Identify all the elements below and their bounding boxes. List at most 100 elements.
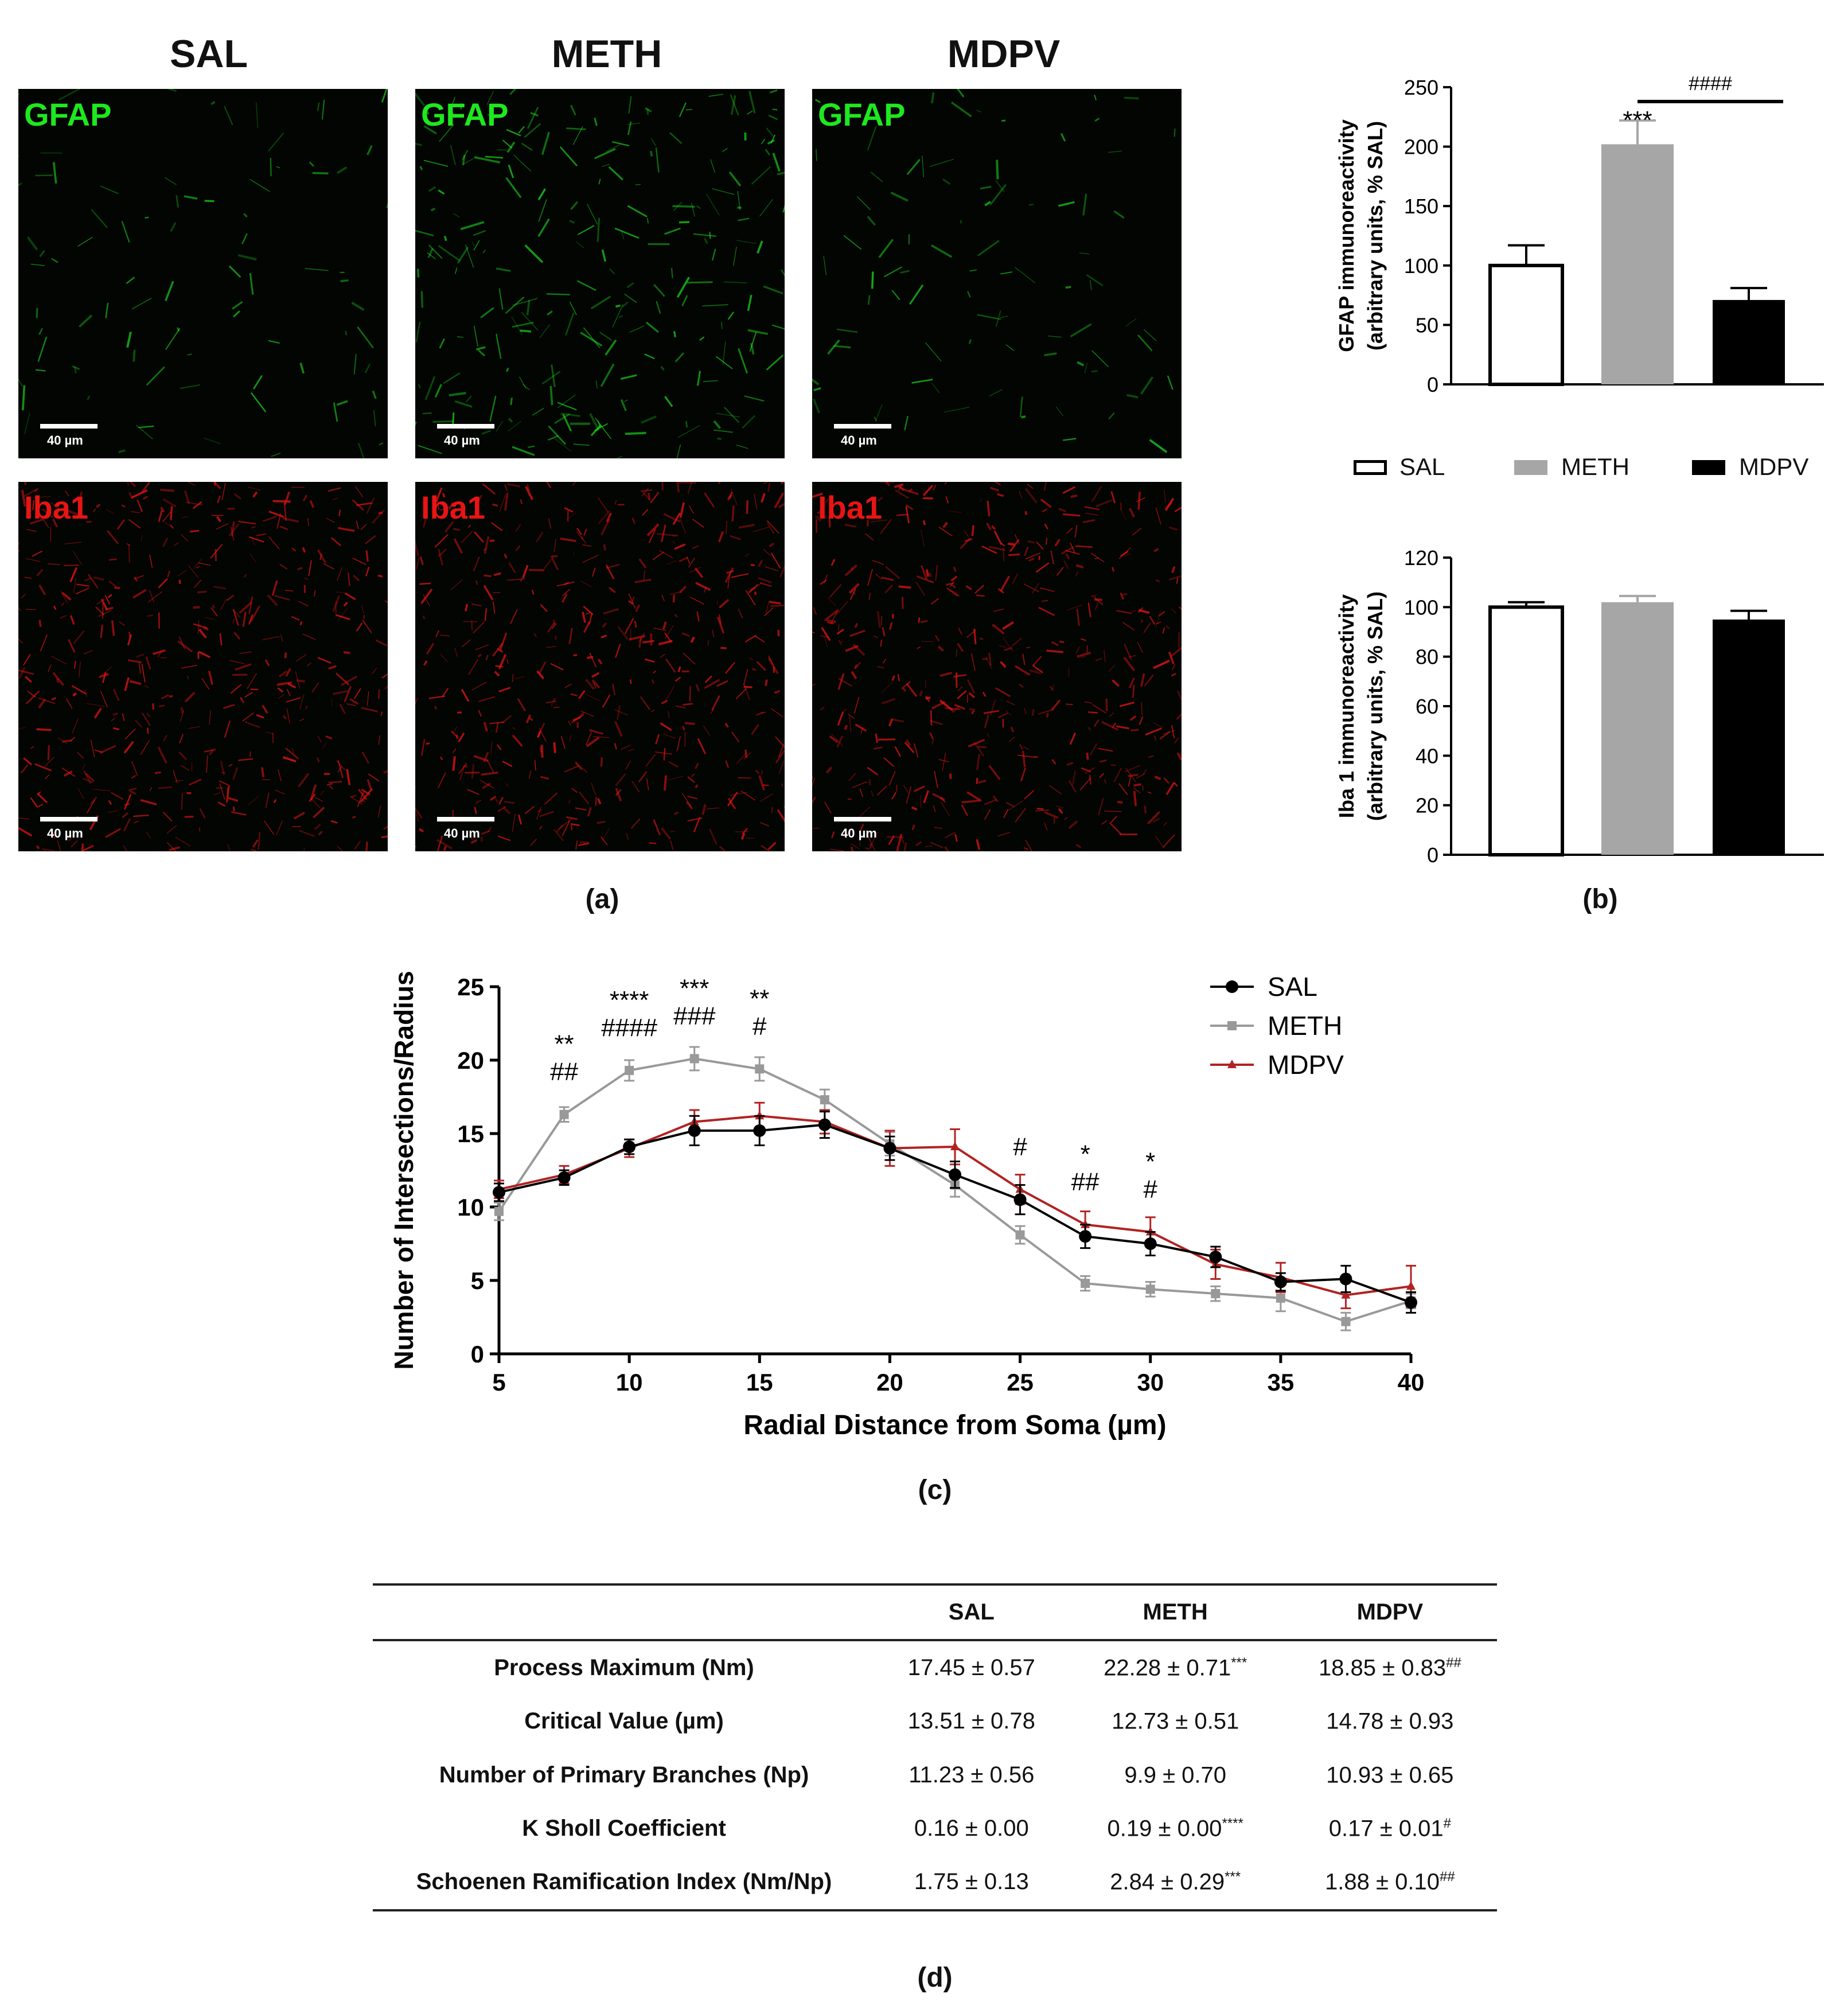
marker-label-iba1: Iba1 xyxy=(24,489,89,525)
x-tick-label: 35 xyxy=(1267,1369,1294,1396)
cell-meth-value: 9.9 ± 0.70 xyxy=(1124,1762,1226,1788)
cell-sal-value: 13.51 ± 0.78 xyxy=(907,1708,1035,1734)
y-tick-label: 25 xyxy=(457,974,484,1000)
data-point xyxy=(818,1118,831,1131)
x-axis-label: Radial Distance from Soma (µm) xyxy=(743,1410,1166,1440)
table-row: Critical Value (µm) 13.51 ± 0.78 12.73 ± 0… xyxy=(373,1695,1497,1748)
y-tick-label: 0 xyxy=(1427,373,1438,396)
table-header-row: SAL METH MDPV xyxy=(373,1584,1497,1640)
cell-sal-value: 0.16 ± 0.00 xyxy=(914,1816,1029,1841)
data-point xyxy=(559,1109,569,1119)
y-tick-label: 60 xyxy=(1416,695,1438,718)
row-label: Critical Value (µm) xyxy=(373,1695,875,1748)
scale-bar-label: 40 µm xyxy=(841,433,877,447)
cell-sal-value: 1.75 ± 0.13 xyxy=(914,1869,1029,1895)
data-point xyxy=(1341,1317,1351,1326)
data-point xyxy=(755,1064,765,1074)
cell-meth-value: 2.84 ± 0.29 xyxy=(1110,1869,1225,1895)
iba1-bar-chart: 0 20 40 60 80 100 120 Iba 1 immunoreactivity (ar… xyxy=(1335,546,1824,867)
significance-label: * xyxy=(1081,1140,1090,1169)
legend-swatch-sal xyxy=(1354,460,1387,475)
data-point xyxy=(688,1124,701,1137)
legend-label: MDPV xyxy=(1268,1050,1344,1080)
data-point xyxy=(1211,1289,1221,1299)
x-tick-label: 40 xyxy=(1398,1369,1425,1396)
micrograph-image xyxy=(415,89,785,458)
row-label: Process Maximum (Nm) xyxy=(373,1640,875,1695)
y-tick-label: 20 xyxy=(1416,794,1438,817)
micrograph-image xyxy=(415,482,785,851)
row-label: K Sholl Coefficient xyxy=(373,1802,875,1855)
micrograph-iba1-mdpv: Iba1 40 µm xyxy=(812,482,1182,851)
significance-label: *** xyxy=(1623,106,1652,134)
table-header-meth: METH xyxy=(1143,1599,1208,1625)
cell-meth-value: 0.19 ± 0.00 xyxy=(1107,1816,1222,1841)
data-point xyxy=(1145,1284,1155,1294)
row-label: Number of Primary Branches (Np) xyxy=(373,1749,875,1802)
micrograph-iba1-meth: Iba1 40 µm xyxy=(415,482,785,851)
bar-mdpv xyxy=(1713,619,1785,855)
cell-mdpv-significance: ## xyxy=(1446,1655,1461,1671)
data-point xyxy=(689,1054,699,1064)
x-tick-label: 30 xyxy=(1137,1369,1164,1396)
data-point xyxy=(1339,1272,1352,1286)
data-point xyxy=(623,1140,636,1154)
y-tick-label: 20 xyxy=(457,1047,484,1074)
micrograph-image xyxy=(812,482,1182,851)
significance-label: # xyxy=(753,1012,767,1040)
data-point xyxy=(820,1095,829,1105)
y-tick-label: 0 xyxy=(1427,843,1438,867)
cell-meth-significance: *** xyxy=(1231,1655,1247,1671)
panel-label-c: (c) xyxy=(918,1475,952,1505)
bar-sal xyxy=(1488,263,1564,386)
cell-sal-value: 11.23 ± 0.56 xyxy=(909,1762,1035,1788)
cell-mdpv-significance: ## xyxy=(1439,1869,1455,1885)
data-point xyxy=(1405,1296,1417,1309)
y-axis-label: (arbitrary units, % SAL) xyxy=(1363,121,1387,351)
data-point xyxy=(1015,1230,1025,1240)
scale-bar-label: 40 µm xyxy=(841,826,877,840)
significance-label: ** xyxy=(554,1030,574,1058)
y-tick-label: 200 xyxy=(1404,135,1438,159)
cell-meth-significance: *** xyxy=(1225,1869,1241,1885)
legend-item-sal: SAL xyxy=(1210,972,1317,1002)
bar-mdpv xyxy=(1713,299,1785,384)
row-label-value: Process Maximum (Nm) xyxy=(494,1655,754,1681)
table-row: Process Maximum (Nm) 17.45 ± 0.57 22.28 ± … xyxy=(373,1640,1497,1695)
cell-sal-value: 17.45 ± 0.57 xyxy=(907,1655,1035,1681)
micrograph-gfap-mdpv: GFAP 40 µm xyxy=(812,89,1182,458)
significance-label: #### xyxy=(1689,73,1732,95)
data-point xyxy=(1081,1279,1090,1288)
scale-bar xyxy=(40,424,98,429)
data-point xyxy=(1144,1237,1157,1250)
y-tick-label: 100 xyxy=(1404,254,1438,278)
legend-item-mdpv: MDPV xyxy=(1210,1050,1344,1080)
cell-meth: 0.19 ± 0.00**** xyxy=(1068,1802,1283,1855)
cell-mdpv: 18.85 ± 0.83## xyxy=(1283,1640,1497,1695)
cell-mdpv-significance: # xyxy=(1443,1815,1451,1831)
table-row: Schoenen Ramification Index (Nm/Np) 1.75 … xyxy=(373,1855,1497,1910)
sholl-parameters-table: SAL METH MDPV Process Maximum (Nm) 17.45 … xyxy=(373,1583,1497,1911)
cell-mdpv: 14.78 ± 0.93 xyxy=(1283,1695,1497,1748)
data-point xyxy=(1226,980,1238,993)
micrograph-image xyxy=(18,482,388,851)
marker-label-iba1: Iba1 xyxy=(421,489,486,525)
y-axis-label: (arbitrary units, % SAL) xyxy=(1363,591,1387,821)
legend-label: SAL xyxy=(1268,972,1317,1002)
micrograph-iba1-sal: Iba1 40 µm xyxy=(18,482,388,851)
cell-mdpv-value: 1.88 ± 0.10 xyxy=(1325,1869,1440,1895)
cell-meth: 22.28 ± 0.71*** xyxy=(1068,1640,1283,1695)
data-point xyxy=(625,1065,634,1075)
data-point xyxy=(1227,1021,1237,1030)
x-tick-label: 25 xyxy=(1007,1369,1034,1396)
panel-label-a: (a) xyxy=(585,884,619,914)
cell-mdpv-value: 14.78 ± 0.93 xyxy=(1326,1708,1454,1734)
table-header-sal: SAL xyxy=(948,1599,995,1625)
table-row: Number of Primary Branches (Np) 11.23 ± 0… xyxy=(373,1749,1497,1802)
column-title-mdpv: MDPV xyxy=(947,32,1061,76)
y-tick-label: 150 xyxy=(1404,194,1438,218)
cell-sal: 11.23 ± 0.56 xyxy=(875,1749,1068,1802)
x-tick-label: 5 xyxy=(492,1369,505,1396)
data-point xyxy=(883,1142,896,1155)
